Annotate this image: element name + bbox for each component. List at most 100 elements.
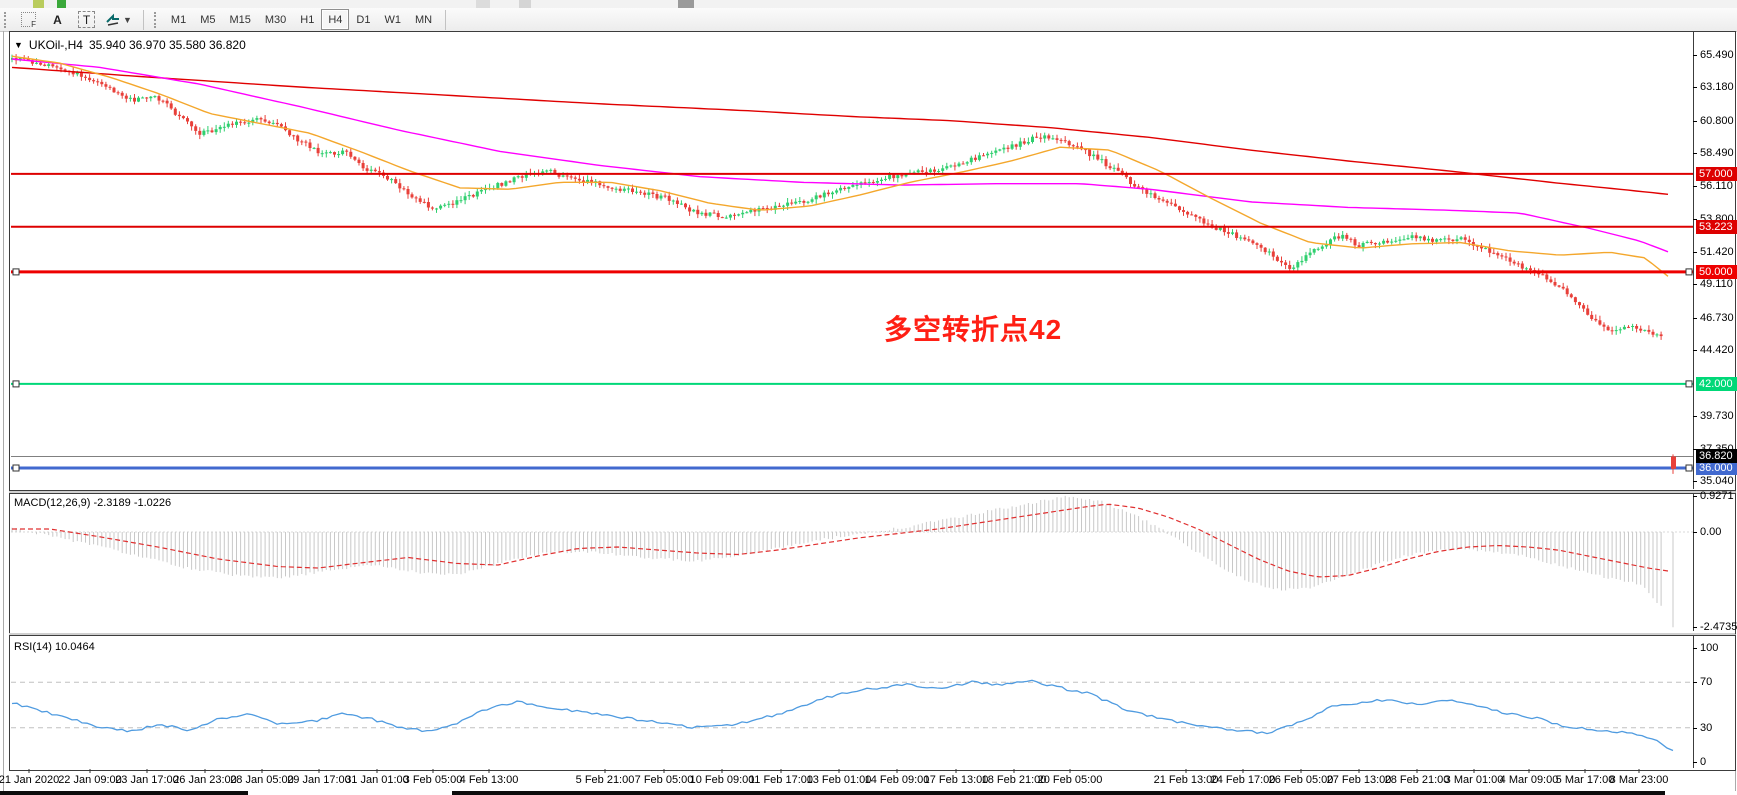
timeframe-M5[interactable]: M5 [200, 13, 216, 26]
chevron-down-icon: ▼ [123, 14, 132, 25]
symbol-period-label: UKOil-,H4 [28, 38, 83, 52]
time-tick [89, 769, 91, 773]
price-axis-line [1693, 32, 1694, 489]
rsi-canvas[interactable] [11, 638, 1693, 773]
letter-a-icon: A [53, 12, 62, 27]
timeframe-MN[interactable]: MN [414, 13, 433, 26]
price-tick-label: 44.420 [1700, 344, 1734, 356]
time-tick [663, 769, 665, 773]
styles-dropdown-button[interactable]: ▼ [102, 9, 136, 30]
ohlc-values: 35.940 36.970 35.580 36.820 [88, 38, 246, 52]
time-axis-label: 23 Jan 17:00 [115, 774, 179, 786]
rsi-tick [1693, 728, 1697, 729]
price-tick [1693, 416, 1697, 417]
time-tick [261, 769, 263, 773]
chevron-down-icon[interactable]: ▼ [14, 40, 23, 50]
time-tick [376, 769, 378, 773]
period-separators-button[interactable]: F [15, 9, 42, 30]
price-tick [1693, 186, 1697, 187]
bottom-edge-bar [452, 791, 1665, 795]
macd-tick [1693, 496, 1697, 497]
time-axis-label: 18 Feb 21:00 [981, 774, 1047, 786]
remnant-icon [519, 0, 531, 8]
toolbar-separator [445, 9, 447, 30]
rsi-axis-line [1693, 636, 1694, 768]
remnant-icon [476, 0, 490, 8]
macd-tick-label: -2.4735 [1700, 621, 1737, 633]
toolbar-grip[interactable] [4, 11, 10, 28]
price-tick-label: 35.040 [1700, 475, 1734, 487]
bottom-edge-bar [0, 791, 248, 795]
chart-header: ▼ UKOil-,H4 35.940 36.970 35.580 36.820 [14, 38, 246, 52]
time-tick [1242, 769, 1244, 773]
timeframe-M30[interactable]: M30 [264, 13, 287, 26]
toolbar-grip[interactable] [153, 11, 160, 28]
time-axis-label: 13 Feb 01:00 [806, 774, 872, 786]
price-tick-label: 39.730 [1700, 410, 1734, 422]
price-tick-label: 49.110 [1700, 278, 1733, 290]
rsi-tick-label: 30 [1700, 722, 1713, 734]
timeframe-W1[interactable]: W1 [384, 13, 401, 26]
rsi-tick-label: 100 [1700, 642, 1719, 654]
rsi-tick [1693, 682, 1697, 683]
time-tick [780, 769, 782, 773]
time-axis-label: 31 Jan 01:00 [345, 774, 409, 786]
macd-canvas[interactable] [11, 495, 1693, 636]
time-tick [318, 769, 320, 773]
time-axis-label: 28 Jan 05:00 [230, 774, 294, 786]
time-axis-label: 26 Feb 05:00 [1268, 774, 1334, 786]
time-axis-label: 8 Mar 23:00 [1609, 774, 1669, 786]
remnant-icon [33, 0, 44, 8]
price-level-label-50.000: 50.000 [1696, 265, 1737, 279]
annotation-text[interactable]: 多空转折点42 [884, 314, 1063, 345]
time-tick [28, 769, 30, 773]
time-axis-label: 14 Feb 09:00 [864, 774, 930, 786]
timeframe-M1[interactable]: M1 [170, 13, 187, 26]
main-chart-canvas[interactable] [10, 33, 1693, 494]
time-axis-label: 5 Mar 17:00 [1555, 774, 1615, 786]
price-level-label-53.223: 53.223 [1696, 220, 1737, 234]
time-tick [204, 769, 206, 773]
text-label-tool-button[interactable]: T [73, 9, 100, 30]
time-tick [1069, 769, 1071, 773]
panel-splitter[interactable] [9, 491, 1735, 493]
price-tick [1693, 153, 1697, 154]
time-axis-label: 20 Feb 05:00 [1037, 774, 1103, 786]
time-tick [896, 769, 898, 773]
panel-splitter[interactable] [9, 633, 1735, 635]
timeframe-D1[interactable]: D1 [356, 13, 371, 26]
timeframe-button-group: M1 M5 M15 M30 H1 H4 D1 W1 MN [164, 9, 439, 30]
timeframe-H1[interactable]: H1 [300, 13, 315, 26]
top-toolbar-remnant [0, 0, 1737, 8]
price-tick [1693, 318, 1697, 319]
price-level-label-36.000: 36.000 [1696, 461, 1737, 475]
time-tick [1185, 769, 1187, 773]
time-axis-label: 4 Mar 09:00 [1499, 774, 1559, 786]
remnant-icon [57, 0, 66, 8]
time-axis-label: 26 Jan 23:00 [173, 774, 237, 786]
time-tick [1013, 769, 1015, 773]
text-tool-button[interactable]: A [44, 9, 71, 30]
macd-tick-label: 0.9271 [1700, 490, 1734, 502]
rsi-tick-label: 0 [1700, 756, 1707, 768]
time-tick [838, 769, 840, 773]
macd-tick [1693, 532, 1697, 533]
time-tick [1528, 769, 1530, 773]
macd-label: MACD(12,26,9) -2.3189 -1.0226 [14, 497, 172, 509]
time-tick [1300, 769, 1302, 773]
timeframe-H4[interactable]: H4 [321, 9, 350, 30]
price-tick [1693, 481, 1697, 482]
time-tick [1638, 769, 1640, 773]
price-tick [1693, 121, 1697, 122]
price-tick [1693, 449, 1697, 450]
price-tick [1693, 350, 1697, 351]
price-tick [1693, 55, 1697, 56]
timeframe-M15[interactable]: M15 [229, 13, 251, 26]
time-axis-label: 3 Mar 01:00 [1444, 774, 1504, 786]
macd-panel [9, 493, 1736, 634]
toolbar-separator [142, 9, 144, 30]
window-frame-left [3, 31, 4, 795]
price-level-label-42.000: 42.000 [1696, 377, 1737, 391]
rsi-panel [9, 635, 1736, 771]
time-axis-label: 21 Feb 13:00 [1153, 774, 1219, 786]
